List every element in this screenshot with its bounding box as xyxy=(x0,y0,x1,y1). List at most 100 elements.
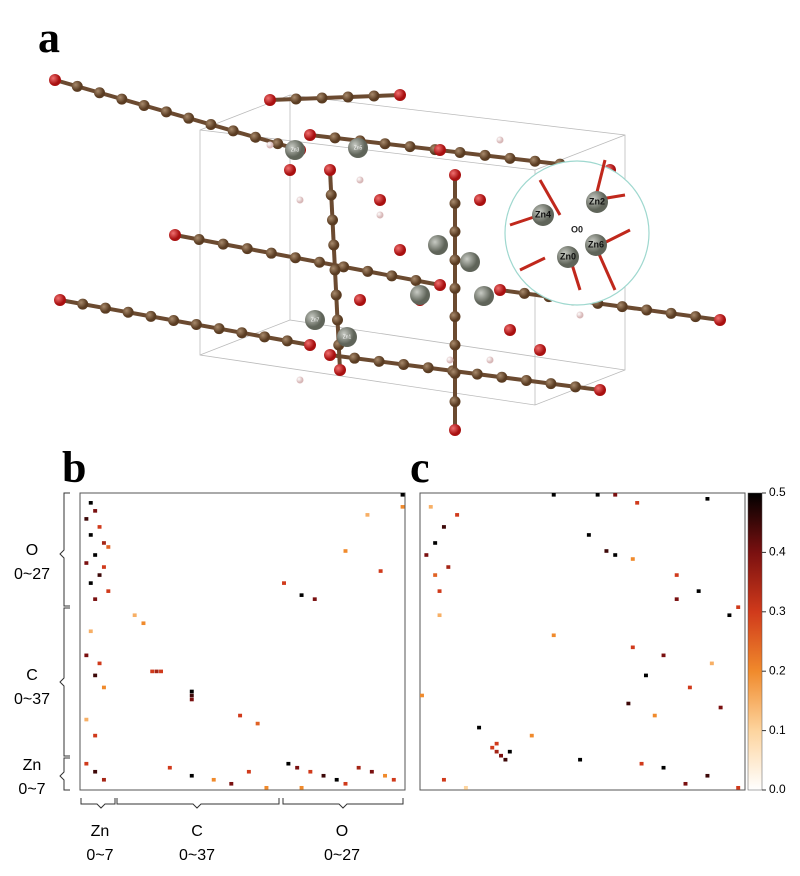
heatmap-cell xyxy=(420,693,424,698)
atom xyxy=(474,194,486,206)
atom xyxy=(284,164,296,176)
atom xyxy=(410,274,422,286)
atom xyxy=(446,356,454,364)
heatmap-cell xyxy=(343,781,348,786)
atom xyxy=(479,149,491,161)
row-group-range: 0~7 xyxy=(18,781,45,798)
colorbar-tick-label: 0.4 xyxy=(769,545,786,559)
col-group-name: C xyxy=(191,823,203,840)
atom xyxy=(266,141,274,149)
heatmap-cell xyxy=(683,781,688,786)
atom xyxy=(504,152,516,164)
heatmap-cell xyxy=(238,713,243,718)
heatmap-cell xyxy=(246,769,251,774)
atom xyxy=(665,307,677,319)
atom xyxy=(460,252,480,272)
heatmap-cell xyxy=(189,697,194,702)
atom xyxy=(264,94,276,106)
bond xyxy=(174,233,441,287)
colorbar xyxy=(747,492,763,791)
atom xyxy=(116,93,128,105)
heatmap-cell xyxy=(101,541,106,545)
heatmap-cell xyxy=(84,717,89,722)
atom xyxy=(394,89,406,101)
heatmap-cell xyxy=(369,769,374,774)
atom xyxy=(529,155,541,167)
heatmap-frame xyxy=(419,492,746,791)
atom xyxy=(576,311,584,319)
row-group-range: 0~27 xyxy=(14,566,50,583)
panel-label: c xyxy=(410,443,430,492)
inset-label: O0 xyxy=(571,224,583,234)
atom xyxy=(259,331,271,343)
atom xyxy=(449,282,461,294)
heatmap-cell xyxy=(97,525,102,529)
atom xyxy=(386,270,398,282)
heatmap-cell xyxy=(84,761,89,766)
heatmap-cell xyxy=(499,753,504,758)
atom xyxy=(193,234,205,246)
col-group-range: 0~7 xyxy=(86,847,113,864)
row-brackets xyxy=(59,492,70,791)
heatmap-cell xyxy=(93,769,98,774)
bond xyxy=(54,78,301,152)
heatmap-frame xyxy=(79,492,406,791)
atom xyxy=(449,311,461,323)
heatmap-cell xyxy=(507,749,512,754)
atom xyxy=(227,125,239,137)
col-group-name: O xyxy=(336,823,348,840)
bond xyxy=(538,179,562,216)
heatmap-cell xyxy=(383,773,387,778)
heatmap-cell xyxy=(687,685,692,690)
heatmap-cell xyxy=(613,553,618,557)
atom xyxy=(327,214,338,226)
heatmap-cell xyxy=(84,653,89,658)
heatmap-cell xyxy=(154,669,159,674)
heatmap-cell xyxy=(356,765,361,770)
heatmap-cell xyxy=(101,685,106,690)
heatmap-cell xyxy=(189,693,194,698)
atom xyxy=(169,229,181,241)
atom xyxy=(449,226,461,238)
heatmap-cell xyxy=(674,573,679,577)
atom xyxy=(338,261,350,273)
bond xyxy=(269,93,401,102)
heatmap-cell xyxy=(97,573,102,577)
heatmap-cell xyxy=(635,501,640,505)
atom xyxy=(241,243,253,255)
heatmap-cell xyxy=(400,505,405,509)
heatmap-cell xyxy=(604,549,609,553)
atom xyxy=(145,310,157,322)
inset-label: Zn4 xyxy=(535,209,551,219)
heatmap-cell xyxy=(424,553,429,557)
heatmap-cell xyxy=(286,761,291,766)
heatmap-cell xyxy=(595,493,600,497)
heatmap-cell xyxy=(141,621,146,626)
atom xyxy=(486,356,494,364)
atom xyxy=(532,204,554,226)
heatmap-cell xyxy=(400,493,405,497)
colorbar-tick-label: 0.3 xyxy=(769,604,786,618)
heatmap-cell xyxy=(578,757,583,762)
atom-label: Zn5 xyxy=(354,145,363,151)
colorbar-tick-label: 0.1 xyxy=(769,723,786,737)
heatmap-cell xyxy=(321,773,326,778)
atom xyxy=(454,147,466,158)
atom xyxy=(449,169,461,181)
heatmap-cell xyxy=(159,669,164,674)
atom xyxy=(349,352,361,364)
heatmap-cell xyxy=(630,645,635,650)
row-group-name: C xyxy=(26,667,38,684)
row-group-name: Zn xyxy=(23,757,42,774)
heatmap-cell xyxy=(736,785,741,790)
heatmap-cell xyxy=(365,513,370,517)
atom-label: Zn1 xyxy=(343,334,352,340)
heatmap-cell xyxy=(463,785,468,790)
atom xyxy=(272,138,284,150)
heatmap-cell xyxy=(652,713,657,718)
heatmap-cell xyxy=(308,769,313,774)
atom xyxy=(496,136,504,144)
atom xyxy=(398,359,410,371)
atom xyxy=(205,119,217,131)
heatmap-cell xyxy=(189,773,194,778)
